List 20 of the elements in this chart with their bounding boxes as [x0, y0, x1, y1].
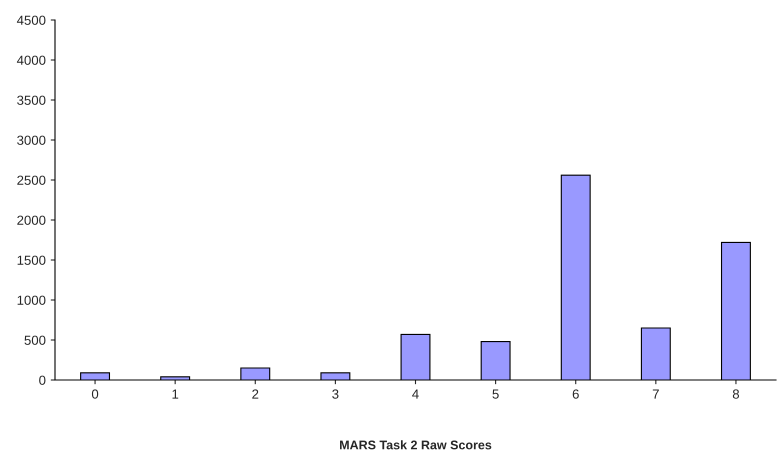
x-tick-label: 8 [732, 389, 740, 399]
x-tick-label: 0 [92, 389, 98, 399]
x-axis-title: MARS Task 2 Raw Scores [340, 440, 492, 450]
y-tick-label: 2500 [17, 176, 46, 185]
x-tick-label: 6 [572, 389, 579, 399]
x-tick-label: 1 [172, 390, 178, 399]
x-tick-label: 7 [652, 390, 659, 399]
y-tick-label: 0 [39, 376, 46, 385]
y-tick-label: 3000 [17, 136, 46, 145]
y-tick-label: 1500 [18, 256, 46, 265]
x-tick-label: 2 [252, 389, 258, 399]
x-tick-label: 5 [492, 390, 499, 399]
x-tick-label: 4 [412, 390, 419, 399]
y-tick-label: 3500 [17, 96, 46, 105]
x-tick-label: 3 [332, 389, 338, 399]
y-tick-label: 4000 [16, 56, 46, 65]
y-tick-label: 4500 [16, 16, 46, 25]
y-tick-label: 1000 [18, 296, 46, 305]
y-tick-label: 2000 [17, 216, 46, 225]
y-tick-label: 500 [24, 336, 46, 345]
